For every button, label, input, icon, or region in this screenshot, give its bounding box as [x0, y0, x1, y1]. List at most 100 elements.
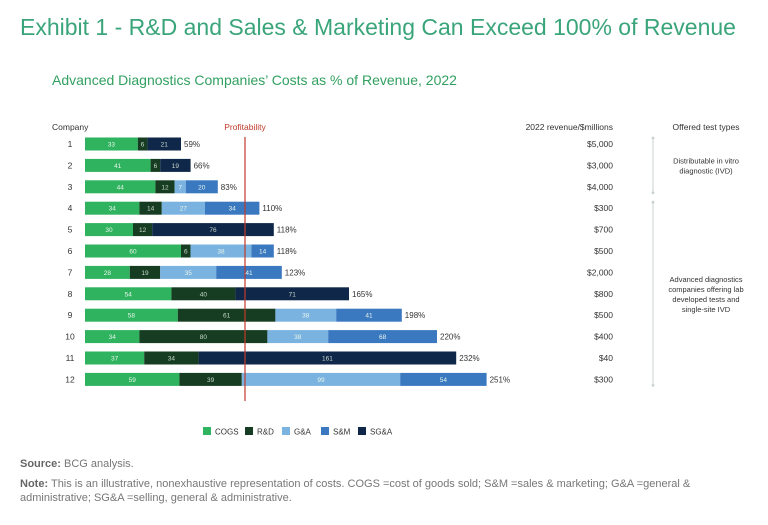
segment-value-label: 34: [229, 206, 237, 213]
bar-segment: [171, 287, 236, 301]
bar-segment: [275, 308, 337, 322]
test-type-label: Distributable in vitro: [673, 156, 739, 165]
bar-segment: [85, 158, 151, 172]
segment-value-label: 34: [109, 206, 117, 213]
company-label: 4: [68, 203, 73, 213]
company-label: 5: [68, 225, 73, 235]
revenue-value: $400: [594, 332, 613, 342]
bar-segment: [235, 287, 349, 301]
bar-segment: [336, 308, 402, 322]
total-label: 198%: [405, 311, 425, 320]
segment-value-label: 19: [172, 163, 180, 170]
note-label: Note:: [20, 478, 49, 490]
segment-value-label: 68: [379, 334, 387, 341]
bar-segment: [147, 137, 181, 151]
total-label: 232%: [459, 354, 479, 363]
bar-segment: [190, 244, 252, 258]
bar-segment: [185, 180, 218, 194]
bar-segment: [85, 287, 172, 301]
bar-segment: [155, 180, 175, 194]
company-label: 2: [68, 160, 73, 170]
segment-value-label: 41: [365, 313, 373, 320]
segment-value-label: 38: [294, 334, 302, 341]
revenue-value: $800: [594, 289, 613, 299]
bar-segment: [241, 372, 401, 386]
segment-value-label: 20: [198, 184, 206, 191]
bar-segment: [137, 137, 148, 151]
bar-segment: [85, 330, 140, 344]
total-label: 165%: [352, 290, 372, 299]
segment-value-label: 14: [147, 206, 155, 213]
segment-value-label: 161: [322, 356, 333, 363]
test-type-label: diagnostic (IVD): [679, 166, 733, 175]
bar-segment: [150, 158, 161, 172]
revenue-value: $3,000: [587, 160, 613, 170]
company-label: 9: [68, 310, 73, 320]
segment-value-label: 34: [109, 334, 117, 341]
source-note: Source: BCG analysis.: [20, 458, 134, 470]
segment-value-label: 54: [440, 377, 448, 384]
segment-value-label: 71: [289, 291, 297, 298]
profitability-label: Profitability: [224, 122, 266, 132]
segment-value-label: 37: [111, 356, 119, 363]
total-label: 83%: [221, 183, 237, 192]
segment-value-label: 7: [178, 184, 182, 191]
revenue-value: $500: [594, 246, 613, 256]
bracket-dot: [651, 191, 655, 195]
company-label: 7: [68, 267, 73, 277]
revenue-value: $300: [594, 374, 613, 384]
legend-label: COGS: [215, 428, 239, 437]
company-label: 10: [65, 332, 75, 342]
bracket-dot: [651, 200, 655, 204]
segment-value-label: 6: [141, 142, 145, 149]
revenue-value: $40: [599, 353, 613, 363]
total-label: 118%: [277, 247, 297, 256]
legend-label: S&M: [333, 428, 351, 437]
bar-segment: [85, 180, 156, 194]
segment-value-label: 28: [104, 270, 112, 277]
bar-segment: [177, 308, 276, 322]
segment-value-label: 14: [259, 249, 267, 256]
segment-value-label: 6: [154, 163, 158, 170]
total-label: 220%: [440, 333, 460, 342]
legend-swatch: [282, 427, 290, 435]
total-label: 123%: [285, 268, 305, 277]
bar-segment: [85, 201, 140, 215]
bracket-dot: [651, 136, 655, 140]
company-label: 12: [65, 374, 75, 384]
segment-value-label: 99: [317, 377, 325, 384]
segment-value-label: 38: [217, 249, 225, 256]
company-label: 3: [68, 182, 73, 192]
revenue-value: $700: [594, 225, 613, 235]
segment-value-label: 21: [161, 142, 169, 149]
company-label: 1: [68, 139, 73, 149]
chart-subtitle: Advanced Diagnostics Companies’ Costs as…: [52, 72, 457, 88]
legend-label: SG&A: [370, 428, 393, 437]
total-label: 66%: [194, 161, 210, 170]
segment-value-label: 59: [129, 377, 137, 384]
legend-swatch: [203, 427, 211, 435]
legend-swatch: [321, 427, 329, 435]
segment-value-label: 58: [128, 313, 136, 320]
bar-segment: [198, 351, 457, 365]
bar-segment: [205, 201, 260, 215]
bar-segment: [139, 330, 268, 344]
segment-value-label: 19: [141, 270, 149, 277]
bar-segment: [85, 137, 138, 151]
bar-segment: [85, 308, 178, 322]
revenue-value: $300: [594, 203, 613, 213]
bar-segment: [85, 223, 133, 237]
footnote: Note: This is an illustrative, nonexhaus…: [20, 477, 745, 505]
revenue-value: $5,000: [587, 139, 613, 149]
segment-value-label: 6: [184, 249, 188, 256]
test-type-label: developed tests and: [672, 295, 739, 304]
segment-value-label: 60: [129, 249, 137, 256]
bar-segment: [85, 265, 130, 279]
segment-value-label: 35: [185, 270, 193, 277]
bar-segment: [179, 372, 242, 386]
bracket-dot: [651, 384, 655, 387]
company-label: 8: [68, 289, 73, 299]
segment-value-label: 39: [207, 377, 215, 384]
bar-segment: [85, 372, 180, 386]
bar-segment: [144, 351, 199, 365]
